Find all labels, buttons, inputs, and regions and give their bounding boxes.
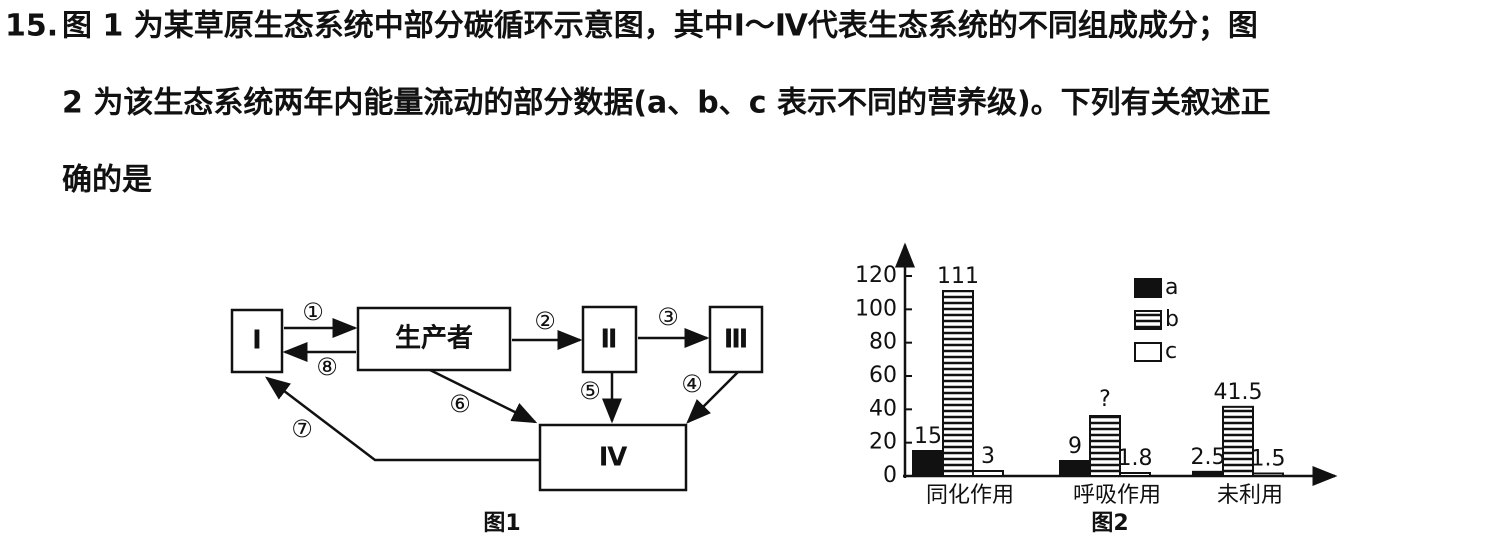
node-box	[356, 306, 512, 372]
bar	[1089, 415, 1121, 477]
x-tick-label: 同化作用	[926, 483, 1014, 508]
y-tick-label: 80	[869, 330, 897, 355]
node-label: Ⅰ	[252, 326, 262, 356]
legend-swatch	[1134, 342, 1162, 362]
arrow	[429, 368, 538, 424]
arrow-label: ⑤	[579, 377, 601, 405]
bar	[1222, 405, 1254, 478]
value-label: 41.5	[1214, 380, 1263, 405]
legend-label: b	[1165, 307, 1179, 332]
value-label: 1.8	[1118, 446, 1153, 471]
bar	[1059, 460, 1091, 477]
value-label: 9	[1068, 434, 1082, 459]
legend-label: a	[1165, 275, 1178, 300]
x-tick-label: 未利用	[1217, 483, 1283, 508]
value-label: 2.5	[1191, 445, 1226, 470]
node-box	[708, 305, 764, 374]
y-tick-label: 100	[855, 296, 897, 321]
arrow-label: ⑧	[316, 353, 338, 381]
question-line: 2 为该生态系统两年内能量流动的部分数据(a、b、c 表示不同的营养级)。下列有…	[62, 86, 1271, 121]
arrow	[265, 376, 540, 462]
figure-1: Ⅰ 生产者 Ⅱ Ⅲ Ⅳ ① ② ③ ④ ⑤ ⑥ ⑦ ⑧ 图1	[230, 298, 764, 536]
value-label: 111	[937, 264, 979, 289]
arrow-label: ④	[681, 370, 703, 398]
value-label: 15	[914, 424, 942, 449]
question: 15. 图 1 为某草原生态系统中部分碳循环示意图，其中Ⅰ～Ⅳ代表生态系统的不同…	[5, 9, 1271, 198]
node-label: Ⅲ	[724, 325, 749, 355]
caption: 图1	[483, 511, 520, 536]
legend-label: c	[1165, 339, 1177, 364]
bar	[942, 290, 974, 477]
x-tick-label: 呼吸作用	[1073, 483, 1161, 508]
node-box	[538, 423, 688, 492]
bar	[1252, 472, 1284, 477]
legend-swatch	[1134, 278, 1162, 298]
arrow-label: ②	[534, 307, 556, 335]
arrow	[686, 371, 739, 424]
node-label: Ⅳ	[599, 443, 628, 473]
question-line: 图 1 为某草原生态系统中部分碳循环示意图，其中Ⅰ～Ⅳ代表生态系统的不同组成成分…	[62, 9, 1258, 44]
y-tick-label: 60	[869, 363, 897, 388]
node-box	[230, 308, 284, 374]
value-label: 3	[981, 444, 995, 469]
arrow-label: ⑥	[449, 390, 471, 418]
figure-2: 图2 0 20 40 60 80 100 120 同化作用 15 111 3 呼吸作用 9? 1.8 未利用…	[855, 242, 1338, 536]
node-box	[581, 305, 638, 374]
bar	[1192, 470, 1224, 478]
y-tick-label: 0	[883, 463, 897, 488]
y-tick-label: 120	[855, 263, 897, 288]
bar	[1119, 472, 1151, 477]
y-tick-label: 20	[869, 430, 897, 455]
bar	[912, 450, 944, 477]
bar	[972, 470, 1004, 477]
caption: 图2	[1091, 511, 1128, 536]
question-number: 15.	[5, 9, 58, 44]
arrow-label: ①	[302, 298, 324, 326]
arrow-label: ③	[657, 303, 679, 331]
value-label: 1.5	[1251, 447, 1286, 472]
node-label: 生产者	[395, 324, 473, 354]
annotation: ?	[1099, 387, 1111, 412]
legend-swatch	[1134, 310, 1162, 330]
arrow-label: ⑦	[291, 415, 313, 443]
y-tick-label: 40	[869, 396, 897, 421]
question-line: 确的是	[62, 163, 152, 198]
node-label: Ⅱ	[600, 325, 617, 355]
